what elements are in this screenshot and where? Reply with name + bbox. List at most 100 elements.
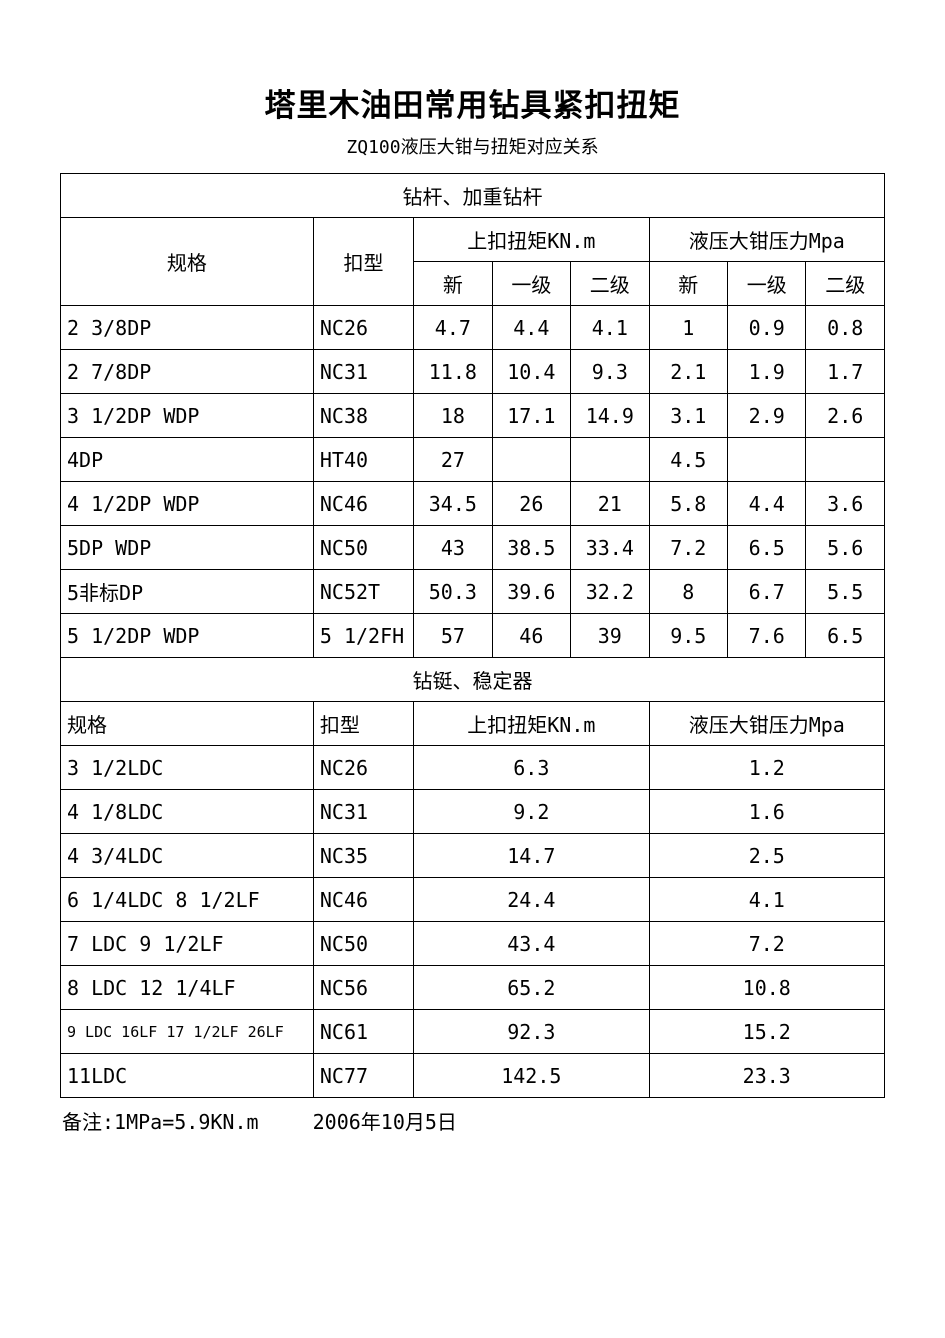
note-right: 2006年10月5日 <box>313 1110 457 1134</box>
table-cell: 18 <box>414 394 492 438</box>
table-cell: 1 <box>649 306 727 350</box>
table-cell: NC35 <box>313 834 413 878</box>
table-cell: 1.7 <box>806 350 885 394</box>
table-cell: 34.5 <box>414 482 492 526</box>
table-cell: 26 <box>492 482 570 526</box>
table-cell: 11.8 <box>414 350 492 394</box>
table-cell: NC61 <box>313 1010 413 1054</box>
sub-l2-t: 二级 <box>571 262 649 306</box>
table-cell: 6.3 <box>414 746 649 790</box>
table-cell: NC31 <box>313 790 413 834</box>
table-cell: 142.5 <box>414 1054 649 1098</box>
table-cell: 17.1 <box>492 394 570 438</box>
table-cell: 32.2 <box>571 570 649 614</box>
table-cell: 9 LDC 16LF 17 1/2LF 26LF <box>61 1010 314 1054</box>
table-cell: 3.1 <box>649 394 727 438</box>
table-cell: 2 7/8DP <box>61 350 314 394</box>
table-cell: 50.3 <box>414 570 492 614</box>
table-row: 3 1/2DP WDPNC381817.114.93.12.92.6 <box>61 394 885 438</box>
table-cell: 7 LDC 9 1/2LF <box>61 922 314 966</box>
table-cell: 10.4 <box>492 350 570 394</box>
table-cell: NC26 <box>313 306 413 350</box>
col-spec-header: 规格 <box>61 218 314 306</box>
table-cell: 14.9 <box>571 394 649 438</box>
table-cell: NC56 <box>313 966 413 1010</box>
table-cell: NC77 <box>313 1054 413 1098</box>
section2-header: 钻铤、稳定器 <box>61 658 885 702</box>
sub-l2-p: 二级 <box>806 262 885 306</box>
table-cell: 24.4 <box>414 878 649 922</box>
page-subtitle: ZQ100液压大钳与扭矩对应关系 <box>60 133 885 159</box>
group-torque-header: 上扣扭矩KN.m <box>414 218 649 262</box>
table-cell: 2 3/8DP <box>61 306 314 350</box>
note-left: 备注:1MPa=5.9KN.m <box>62 1110 259 1134</box>
table-cell: 2.1 <box>649 350 727 394</box>
table-cell: 92.3 <box>414 1010 649 1054</box>
table-cell: 4DP <box>61 438 314 482</box>
table-cell: 0.9 <box>728 306 806 350</box>
table-cell: 7.2 <box>649 526 727 570</box>
table-cell: 46 <box>492 614 570 658</box>
table-cell: 2.5 <box>649 834 884 878</box>
table-cell: 3 1/2DP WDP <box>61 394 314 438</box>
table-cell: 5 1/2DP WDP <box>61 614 314 658</box>
table-row: 5非标DPNC52T50.339.632.286.75.5 <box>61 570 885 614</box>
table-cell: 4.1 <box>649 878 884 922</box>
section2-col-header-row: 规格 扣型 上扣扭矩KN.m 液压大钳压力Mpa <box>61 702 885 746</box>
table-cell: 1.9 <box>728 350 806 394</box>
table-cell: 15.2 <box>649 1010 884 1054</box>
table-row: 5 1/2DP WDP5 1/2FH5746399.57.66.5 <box>61 614 885 658</box>
table-cell: 9.5 <box>649 614 727 658</box>
table-cell: 65.2 <box>414 966 649 1010</box>
table-cell: 6.5 <box>728 526 806 570</box>
section2-header-row: 钻铤、稳定器 <box>61 658 885 702</box>
table-cell: 3 1/2LDC <box>61 746 314 790</box>
table-cell: 21 <box>571 482 649 526</box>
table-cell: NC50 <box>313 526 413 570</box>
table-cell: 4.5 <box>649 438 727 482</box>
table-cell: NC52T <box>313 570 413 614</box>
table-cell <box>806 438 885 482</box>
table-cell: NC38 <box>313 394 413 438</box>
sub-new-t: 新 <box>414 262 492 306</box>
table-row: 2 3/8DPNC264.74.44.110.90.8 <box>61 306 885 350</box>
table-cell: 4.4 <box>728 482 806 526</box>
col-type-header: 扣型 <box>313 218 413 306</box>
table-row: 4 1/2DP WDPNC4634.526215.84.43.6 <box>61 482 885 526</box>
table-cell: 11LDC <box>61 1054 314 1098</box>
table-cell: 3.6 <box>806 482 885 526</box>
sub-l1-t: 一级 <box>492 262 570 306</box>
table-cell <box>571 438 649 482</box>
table-cell: 2.6 <box>806 394 885 438</box>
table-cell: NC26 <box>313 746 413 790</box>
table-cell: 39 <box>571 614 649 658</box>
section1-header: 钻杆、加重钻杆 <box>61 174 885 218</box>
table-cell: 6 1/4LDC 8 1/2LF <box>61 878 314 922</box>
table-cell: 43 <box>414 526 492 570</box>
table-cell: 6.5 <box>806 614 885 658</box>
table-cell: 5.6 <box>806 526 885 570</box>
table-cell: 6.7 <box>728 570 806 614</box>
table-cell: 8 LDC 12 1/4LF <box>61 966 314 1010</box>
table-cell: 23.3 <box>649 1054 884 1098</box>
table-cell: 5非标DP <box>61 570 314 614</box>
table-row: 4 3/4LDCNC3514.72.5 <box>61 834 885 878</box>
table-cell: 4.1 <box>571 306 649 350</box>
sub-new-p: 新 <box>649 262 727 306</box>
s2-col-spec-header: 规格 <box>61 702 314 746</box>
table-row: 11LDCNC77142.523.3 <box>61 1054 885 1098</box>
table-row: 7 LDC 9 1/2LFNC5043.47.2 <box>61 922 885 966</box>
table-cell: 33.4 <box>571 526 649 570</box>
s2-col-type-header: 扣型 <box>313 702 413 746</box>
table-row: 5DP WDPNC504338.533.47.26.55.6 <box>61 526 885 570</box>
table-cell: 9.3 <box>571 350 649 394</box>
table-cell: 10.8 <box>649 966 884 1010</box>
table-cell: 9.2 <box>414 790 649 834</box>
table-cell: 5.8 <box>649 482 727 526</box>
table-row: 2 7/8DPNC3111.810.49.32.11.91.7 <box>61 350 885 394</box>
footnote: 备注:1MPa=5.9KN.m 2006年10月5日 <box>60 1106 885 1135</box>
s2-group-torque-header: 上扣扭矩KN.m <box>414 702 649 746</box>
table-cell: NC50 <box>313 922 413 966</box>
table-cell: 4.7 <box>414 306 492 350</box>
table-cell: 5 1/2FH <box>313 614 413 658</box>
